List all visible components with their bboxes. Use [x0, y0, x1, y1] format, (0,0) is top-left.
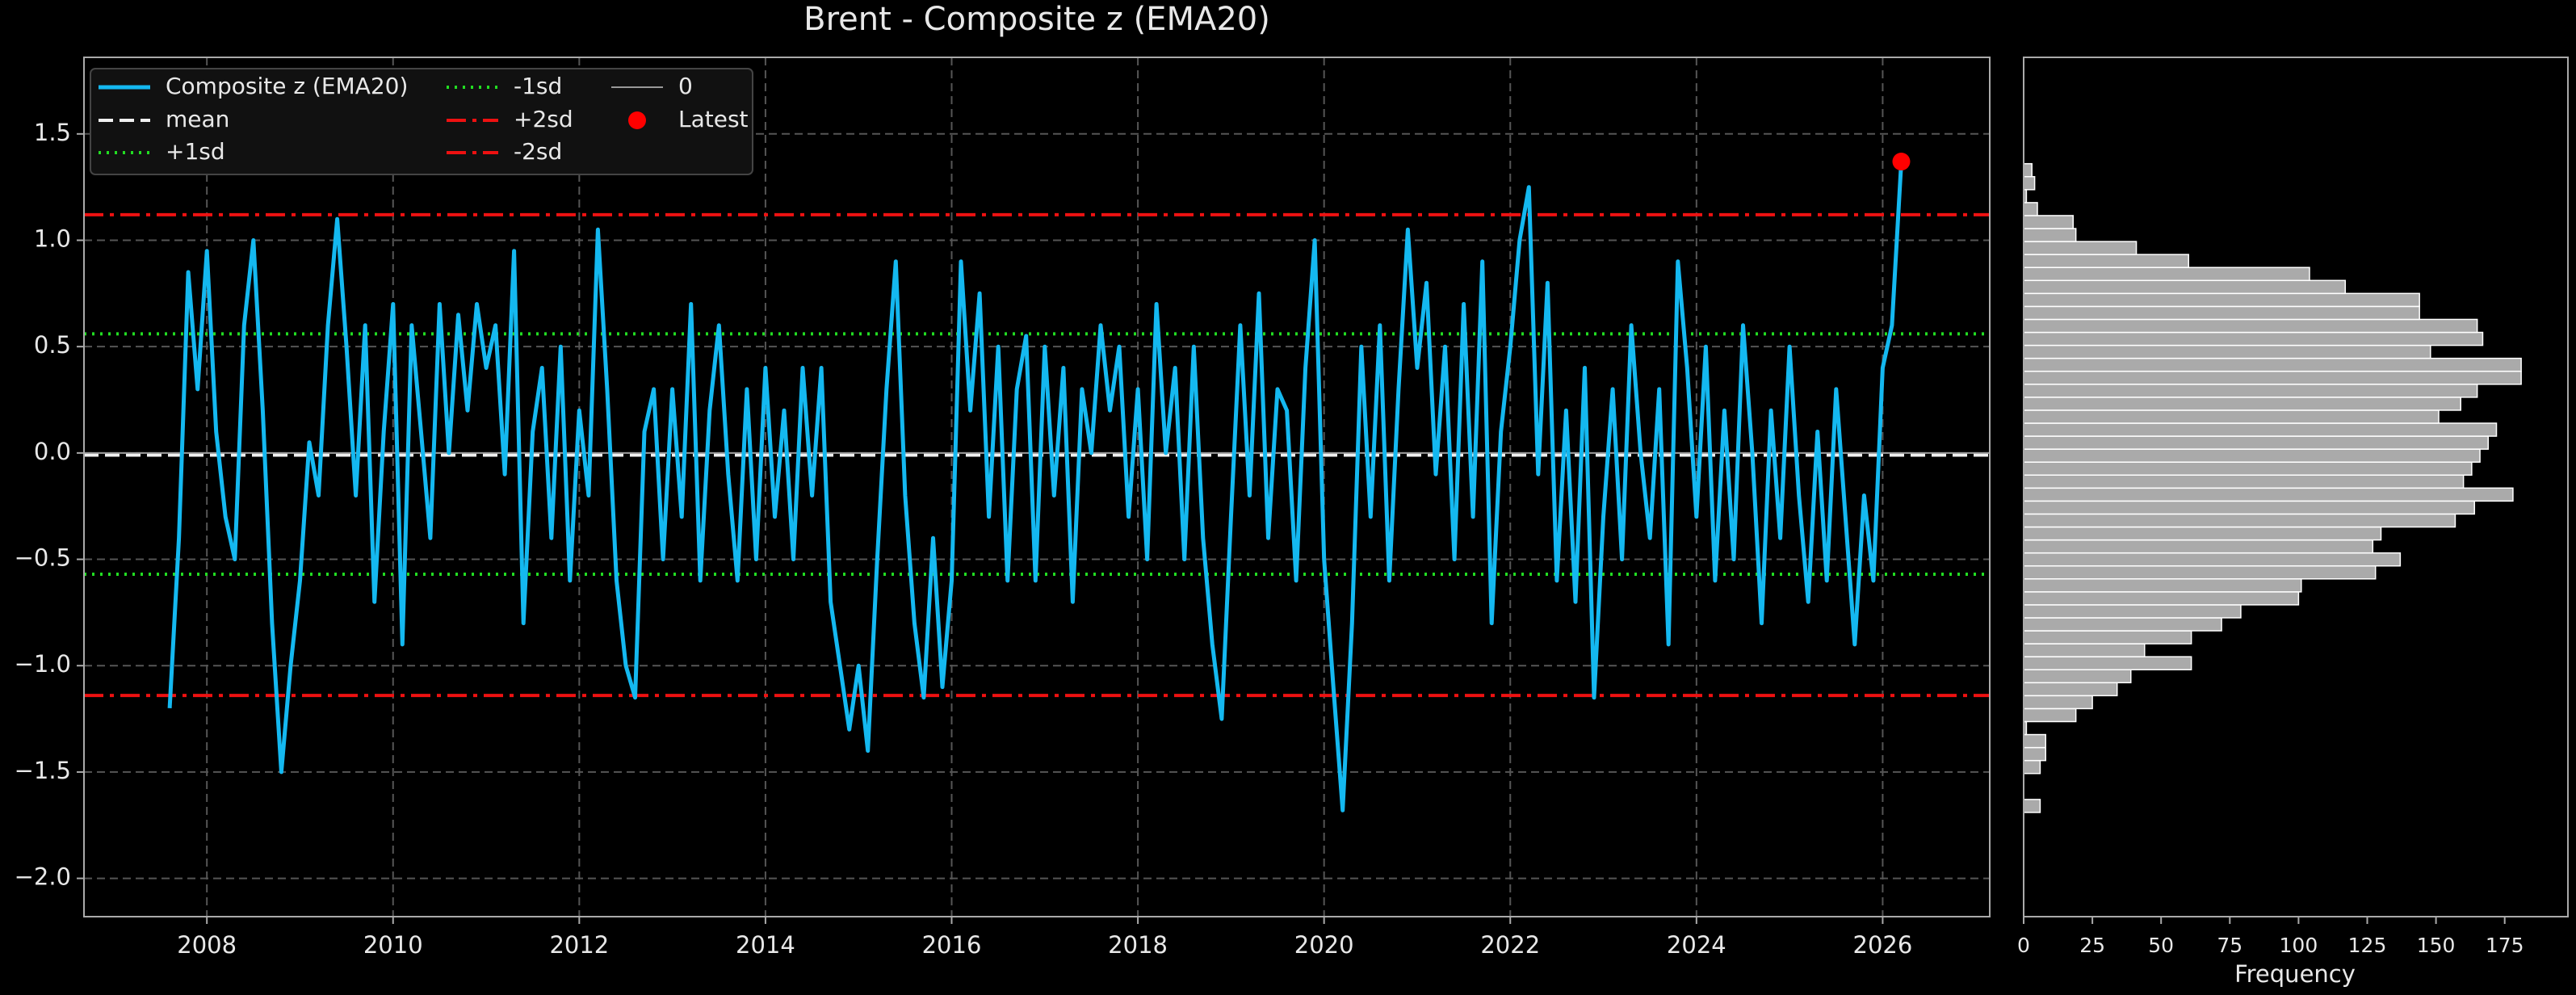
histogram-bar	[2023, 565, 2377, 580]
histogram-bar	[2023, 461, 2473, 477]
legend-box	[90, 68, 753, 175]
axes-frame	[2023, 57, 2569, 917]
legend-label: -2sd	[514, 138, 562, 165]
chart-title: Brent - Composite z (EMA20)	[803, 1, 1270, 38]
x-tick-label: 0	[2017, 934, 2030, 957]
y-tick-label: −1.5	[15, 757, 71, 784]
histogram-bar	[2023, 526, 2382, 541]
histogram-bar	[2023, 254, 2189, 268]
histogram-bar	[2023, 331, 2484, 346]
histogram-bar	[2023, 746, 2046, 762]
legend-swatch	[628, 111, 646, 129]
legend-label: Latest	[678, 106, 749, 132]
histogram-bar	[2023, 175, 2036, 191]
histogram-bar	[2023, 695, 2093, 710]
histogram-bar	[2023, 487, 2514, 502]
x-tick-label: 2008	[177, 931, 237, 959]
histogram-bar	[2023, 669, 2132, 684]
histogram-bar	[2023, 357, 2522, 372]
latest-point	[1892, 153, 1911, 171]
histogram-bar	[2023, 707, 2077, 723]
histogram-bar	[2023, 448, 2481, 463]
histogram-bar	[2023, 643, 2146, 657]
histogram-bar	[2023, 759, 2041, 775]
x-tick-label: 2024	[1667, 931, 1726, 959]
y-tick-label: 1.5	[34, 119, 71, 146]
histogram-bar	[2023, 305, 2420, 321]
histogram-bar	[2023, 604, 2242, 619]
histogram-bar	[2023, 292, 2420, 308]
histogram-bar	[2023, 500, 2476, 515]
histogram-bar	[2023, 215, 2075, 229]
histogram-bar	[2023, 241, 2138, 255]
x-tick-label: 2018	[1108, 931, 1168, 959]
y-tick-label: 1.0	[34, 225, 71, 252]
x-tick-label: 75	[2217, 934, 2242, 957]
legend-label: -1sd	[514, 73, 562, 99]
histogram-bar	[2023, 435, 2490, 450]
histogram-bar	[2023, 344, 2431, 359]
x-tick-label: 2022	[1480, 931, 1540, 959]
axes-frame	[83, 57, 1991, 917]
y-tick-label: 0.0	[34, 438, 71, 465]
x-axis-label: Frequency	[2234, 960, 2356, 988]
histogram-bar	[2023, 370, 2522, 385]
x-tick-label: 25	[2079, 934, 2105, 957]
histogram-bar	[2023, 539, 2374, 554]
histogram-bar	[2023, 630, 2192, 644]
histogram-bar	[2023, 228, 2077, 242]
histogram-bar	[2023, 591, 2300, 606]
x-tick-label: 100	[2280, 934, 2318, 957]
histogram-bar	[2023, 578, 2302, 593]
y-tick-label: −0.5	[15, 544, 71, 572]
x-tick-label: 2016	[922, 931, 982, 959]
histogram-bar	[2023, 409, 2440, 424]
histogram-bar	[2023, 318, 2478, 334]
x-tick-label: 2014	[736, 931, 795, 959]
histogram-bar	[2023, 384, 2478, 398]
y-tick-label: 0.5	[34, 331, 71, 359]
histogram-bar	[2023, 202, 2038, 216]
histogram-bar	[2023, 617, 2222, 632]
y-tick-label: −1.0	[15, 650, 71, 678]
x-tick-label: 150	[2417, 934, 2456, 957]
histogram-bar	[2023, 422, 2498, 437]
x-tick-label: 125	[2348, 934, 2387, 957]
histogram-bar	[2023, 656, 2192, 670]
legend-label: +1sd	[166, 138, 225, 165]
x-tick-label: 2020	[1294, 931, 1354, 959]
x-tick-label: 50	[2148, 934, 2174, 957]
histogram-bar	[2023, 552, 2402, 567]
histogram-bar	[2023, 799, 2041, 813]
histogram-bar	[2023, 474, 2465, 489]
histogram-bar	[2023, 267, 2310, 282]
series-line	[167, 161, 1903, 812]
x-tick-label: 175	[2486, 934, 2524, 957]
legend-label: mean	[166, 106, 229, 132]
histogram-bar	[2023, 682, 2118, 697]
x-tick-label: 2012	[549, 931, 609, 959]
histogram-bar	[2023, 162, 2033, 178]
histogram-bar	[2023, 279, 2347, 295]
histogram-bar	[2023, 513, 2456, 528]
y-tick-label: −2.0	[15, 863, 71, 891]
legend: Composite z (EMA20) mean +1sd -1sd +2sd -2sd 0…	[90, 68, 753, 175]
histogram-bar	[2023, 733, 2046, 749]
legend-label: Composite z (EMA20)	[166, 73, 408, 99]
histogram-bar	[2023, 397, 2461, 411]
x-tick-label: 2010	[363, 931, 423, 959]
legend-label: +2sd	[514, 106, 573, 132]
legend-label: 0	[678, 73, 693, 99]
x-tick-label: 2026	[1853, 931, 1913, 959]
